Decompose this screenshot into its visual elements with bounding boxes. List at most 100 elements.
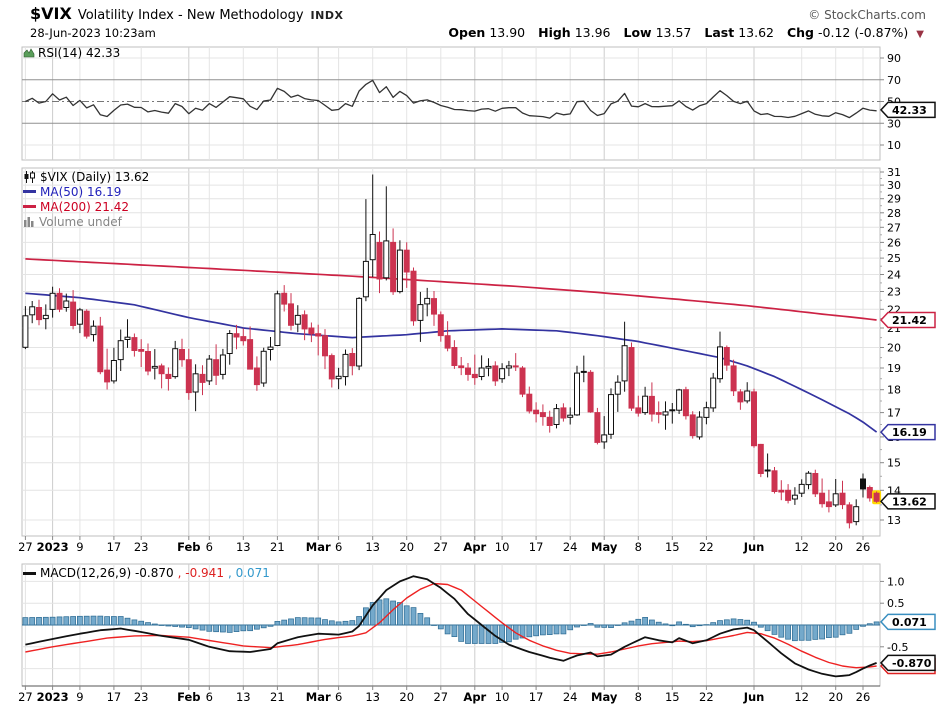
svg-text:13.62: 13.62 (892, 495, 927, 508)
candle-body (165, 373, 172, 379)
candle-body (689, 414, 696, 437)
macd-histogram-bar (315, 617, 322, 626)
candle-body (642, 395, 649, 414)
svg-text:15: 15 (665, 540, 680, 554)
candle-body (260, 350, 267, 384)
macd-histogram-bar (247, 624, 253, 632)
macd-histogram-bar (294, 617, 301, 626)
candle-body (403, 249, 410, 273)
svg-text:17: 17 (529, 690, 544, 704)
svg-text:20: 20 (399, 540, 414, 554)
candle-body (83, 310, 90, 337)
candle-body (778, 489, 785, 493)
volume-legend-label: Volume undef (39, 214, 122, 229)
candle-body (635, 407, 642, 414)
macd-histogram-bar (655, 621, 662, 626)
macd-histogram-bar (560, 624, 567, 635)
candle-body (785, 489, 792, 501)
chg-label: Chg (786, 25, 815, 40)
macd-histogram-bar (785, 624, 791, 640)
macd-histogram-bar (437, 624, 444, 630)
svg-text:21: 21 (270, 690, 285, 704)
candle-body (574, 372, 580, 416)
candle-body (737, 391, 744, 403)
candle-body (315, 333, 322, 337)
macd-histogram-bar (397, 602, 403, 626)
svg-text:Mar: Mar (306, 690, 331, 704)
candle-body (376, 241, 383, 280)
candle-body (533, 409, 540, 415)
macd-histogram-bar (274, 621, 281, 626)
macd-histogram-bar (131, 619, 138, 626)
candle-body (614, 381, 621, 395)
svg-text:15: 15 (665, 690, 680, 704)
macd-histogram-bar (431, 624, 437, 626)
svg-text:0.5: 0.5 (887, 597, 905, 610)
candle-body (791, 494, 798, 500)
svg-text:17: 17 (107, 690, 122, 704)
svg-text:30: 30 (887, 179, 901, 192)
candle-body (322, 335, 328, 357)
macd-histogram-bar (771, 624, 778, 635)
macd-histogram-bar (757, 624, 764, 628)
candle-body (131, 337, 138, 352)
svg-text:21.42: 21.42 (892, 314, 927, 327)
macd-histogram-bar (662, 623, 669, 626)
macd-histogram-bar (90, 615, 97, 626)
svg-text:Feb: Feb (177, 540, 200, 554)
candle-body (526, 393, 533, 412)
candle-body (369, 234, 376, 261)
macd-histogram-bar (465, 624, 471, 644)
macd-histogram-bar (594, 624, 601, 628)
candle-body (110, 360, 117, 382)
macd-histogram-bar (376, 599, 383, 626)
axis-badge (879, 654, 936, 672)
macd-histogram-bar (519, 624, 526, 639)
candle-body (253, 367, 260, 386)
candle-body (117, 340, 124, 361)
candle-body (628, 347, 635, 409)
candle-body (819, 492, 826, 505)
macd-histogram-bar (36, 617, 42, 626)
macd-histogram-bar (185, 624, 192, 628)
macd-histogram-bar (819, 624, 825, 640)
low-value: 13.57 (655, 25, 692, 40)
candle-body (383, 240, 390, 279)
candle-body (410, 270, 417, 322)
svg-text:27: 27 (433, 690, 448, 704)
svg-text:23: 23 (887, 286, 901, 299)
macd-histogram-bar (417, 613, 424, 626)
macd-histogram-bar (70, 616, 76, 626)
svg-text:26: 26 (856, 690, 871, 704)
ma200-line-icon (23, 205, 36, 208)
x-axis-middle: 27 2023 9 17 23 Feb 6 13 21 Mar 6 13 20 27 Apr 10 17 24 Ma… (18, 536, 870, 554)
svg-text:Mar: Mar (306, 540, 331, 554)
candle-body (655, 412, 662, 415)
svg-text:23: 23 (134, 690, 149, 704)
ma50-legend-row: MA(50) 16.19 (23, 184, 149, 199)
macd-histogram-bar (873, 621, 880, 626)
macd-legend-label: MACD(12,26,9) -0.870 (40, 566, 174, 580)
svg-text:2023: 2023 (37, 540, 69, 554)
macd-histogram-bar (628, 620, 635, 626)
macd-line (25, 575, 877, 678)
candle-body (519, 367, 526, 395)
candle-body (608, 394, 614, 435)
macd-histogram-bar (689, 624, 696, 628)
svg-text:12: 12 (794, 540, 809, 554)
svg-text:May: May (591, 540, 618, 554)
macd-histogram-bar (526, 624, 533, 638)
macd-histogram-bar (22, 617, 29, 626)
macd-histogram-bar (506, 624, 512, 643)
candle-body (505, 365, 512, 369)
macd-histogram-bar (199, 624, 206, 631)
candle-body (308, 327, 315, 335)
macd-histogram-bar (179, 624, 185, 628)
candle-body (499, 368, 506, 380)
macd-histogram-bar (383, 598, 390, 626)
candle-body (587, 371, 594, 413)
svg-text:27: 27 (887, 221, 901, 234)
svg-text:20: 20 (399, 690, 414, 704)
macd-histogram-bar (601, 624, 608, 628)
candles (22, 174, 882, 529)
